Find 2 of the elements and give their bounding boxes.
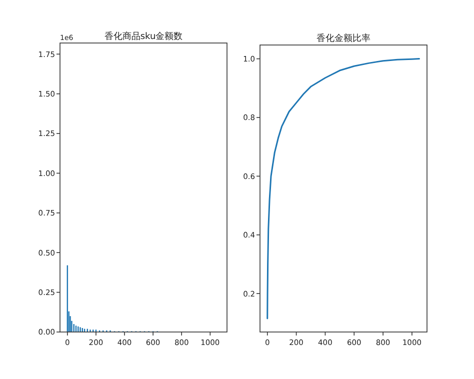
chart-title: 香化商品sku金额数 [104, 31, 183, 42]
chart-title: 香化金额比率 [316, 33, 370, 44]
